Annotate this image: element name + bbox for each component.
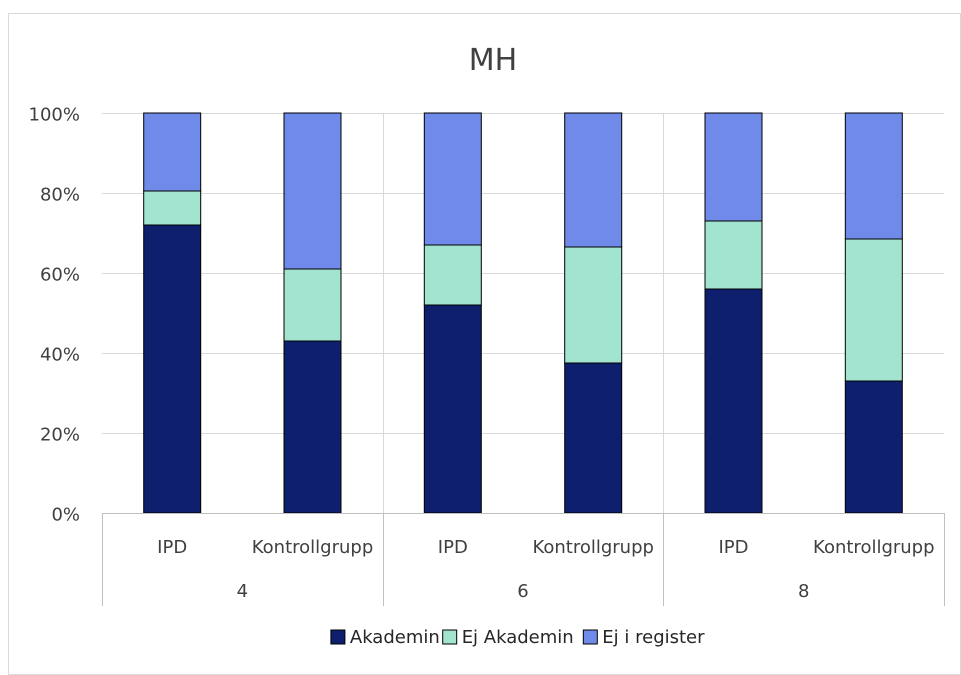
bar-segment-akademin [564,362,623,514]
legend-swatch [582,629,598,645]
bar-segment-ej-i-register [283,112,342,270]
chart-title: MH [469,43,517,78]
y-tick-label: 40% [40,345,80,366]
bar-segment-ej-i-register [423,112,482,246]
bar-segment-ej-i-register [704,112,763,222]
legend-label: Akademin [350,627,440,648]
bar-segment-akademin [704,288,763,514]
x-group-label: 8 [798,581,809,602]
bar-segment-ej-akademin [564,246,623,364]
y-tick-label: 20% [40,425,80,446]
y-tick-label: 100% [29,105,80,126]
legend-label: Ej Akademin [462,627,574,648]
x-category-label: Kontrollgrupp [813,537,935,558]
x-group-label: 6 [517,581,528,602]
axes: 0% 20% 40% 60% 80% 100% IPD Kontrollgrupp IPD Kon… [29,105,945,606]
x-category-label: IPD [718,537,748,558]
x-category-label: IPD [157,537,187,558]
bar-segment-ej-i-register [564,112,623,248]
bar-segment-ej-akademin [423,244,482,306]
bar-segment-ej-akademin [844,238,903,382]
bar-segment-akademin [143,224,202,514]
x-category-label: IPD [438,537,468,558]
gridlines [102,113,944,513]
bar-segment-akademin [844,380,903,514]
bar-segment-ej-i-register [143,112,202,192]
x-group-label: 4 [237,581,248,602]
bar-segment-ej-i-register [844,112,903,240]
bars [143,112,903,514]
bar-segment-ej-akademin [704,220,763,290]
bar-segment-ej-akademin [143,190,202,226]
x-category-label: Kontrollgrupp [252,537,374,558]
bar-segment-akademin [283,340,342,514]
legend-label: Ej i register [602,627,705,648]
bar-segment-ej-akademin [283,268,342,342]
bar-segment-akademin [423,304,482,514]
y-tick-label: 60% [40,265,80,286]
x-category-label: Kontrollgrupp [532,537,654,558]
legend: Akademin Ej Akademin Ej i register [330,627,705,648]
legend-swatch [442,629,458,645]
y-tick-label: 0% [51,505,80,526]
legend-swatch [330,629,346,645]
y-tick-label: 80% [40,185,80,206]
